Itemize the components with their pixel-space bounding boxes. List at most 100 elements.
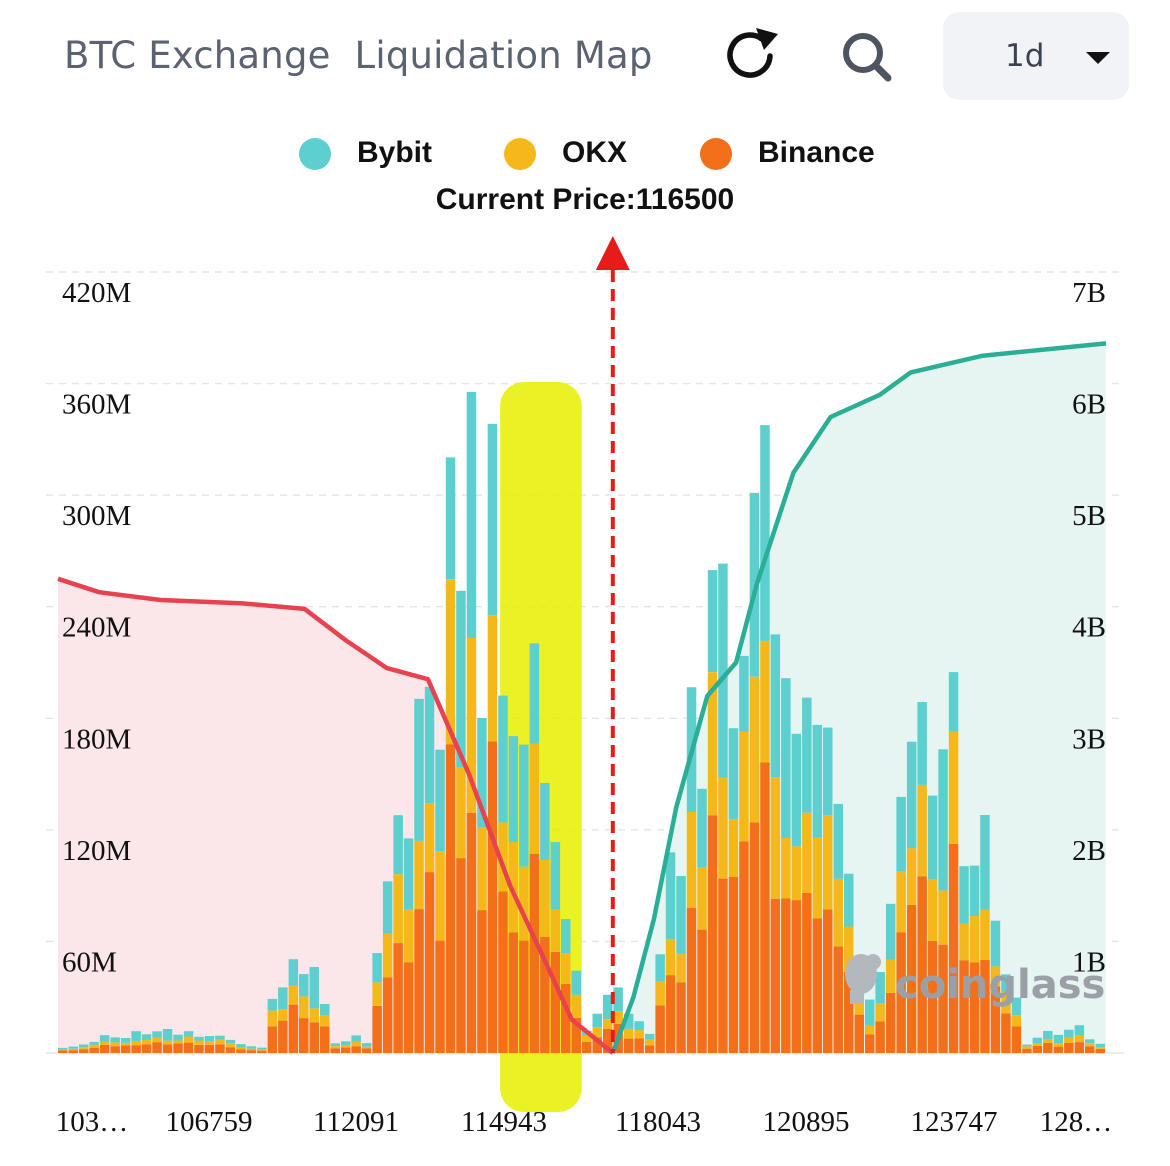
- bybit-bar-segment: [1064, 1029, 1074, 1038]
- current-price-label: Current Price:116500: [435, 183, 735, 216]
- bybit-bar-segment: [697, 788, 707, 868]
- bybit-bar-segment: [1032, 1037, 1043, 1044]
- okx-bar-segment: [969, 916, 980, 963]
- y-right-tick-label: 4B: [1072, 612, 1106, 644]
- okx-bar-segment: [456, 767, 466, 859]
- bybit-bar-segment: [865, 999, 875, 1026]
- y-left-tick-label: 60M: [62, 946, 117, 978]
- bybit-bar-segment: [1022, 1044, 1032, 1047]
- binance-bar-segment: [393, 943, 403, 1053]
- binance-bar-segment: [1011, 1026, 1022, 1053]
- binance-bar-segment: [403, 962, 414, 1053]
- binance-bar-segment: [686, 907, 697, 1053]
- refresh-button[interactable]: [718, 22, 788, 92]
- okx-bar-segment: [749, 676, 760, 823]
- bybit-bar-segment: [1085, 1039, 1095, 1044]
- x-tick-label: 103…: [56, 1106, 129, 1138]
- bybit-bar-segment: [927, 795, 938, 880]
- refresh-icon: [727, 28, 778, 78]
- bybit-bar-segment: [393, 815, 403, 875]
- binance-bar-segment: [519, 940, 529, 1053]
- interval-select[interactable]: 1d: [943, 12, 1129, 100]
- bybit-bar-segment: [833, 803, 843, 879]
- binance-bar-segment: [865, 1034, 875, 1053]
- binance-bar-segment: [655, 1005, 665, 1053]
- bybit-bar-segment: [1011, 997, 1022, 1016]
- binance-bar-segment: [582, 1042, 592, 1053]
- okx-bar-segment: [1053, 1042, 1064, 1047]
- okx-bar-segment: [508, 841, 519, 933]
- okx-bar-segment: [728, 818, 739, 877]
- bybit-bar-segment: [990, 920, 1001, 967]
- binance-bar-segment: [1053, 1046, 1064, 1053]
- okx-dot-icon: [504, 138, 536, 170]
- binance-bar-segment: [194, 1044, 204, 1053]
- binance-bar-segment: [812, 918, 823, 1053]
- okx-bar-segment: [435, 851, 445, 941]
- bybit-bar-segment: [896, 796, 906, 871]
- binance-bar-segment: [1043, 1042, 1053, 1053]
- bybit-bar-segment: [917, 702, 927, 785]
- okx-bar-segment: [152, 1037, 162, 1043]
- okx-bar-segment: [89, 1044, 99, 1048]
- okx-bar-segment: [697, 867, 707, 930]
- bybit-bar-segment: [613, 987, 623, 1012]
- binance-bar-segment: [372, 1005, 382, 1053]
- binance-bar-segment: [739, 841, 749, 1053]
- okx-bar-segment: [466, 638, 477, 813]
- okx-bar-segment: [529, 743, 540, 854]
- bybit-bar-segment: [424, 686, 435, 804]
- bybit-bar-segment: [1043, 1030, 1053, 1040]
- okx-bar-segment: [1095, 1047, 1105, 1049]
- okx-bar-segment: [844, 926, 854, 972]
- bybit-bar-segment: [267, 998, 278, 1011]
- search-button[interactable]: [832, 22, 902, 92]
- bybit-bar-segment: [79, 1044, 89, 1048]
- okx-bar-segment: [382, 933, 393, 978]
- x-axis: 103… 106759 112091 114943 118043 120895 123747…: [56, 1106, 1113, 1138]
- long-cumulative-curve: [57, 576, 615, 1055]
- okx-bar-segment: [760, 640, 770, 763]
- bybit-bar-segment: [508, 736, 519, 842]
- binance-bar-segment: [697, 929, 707, 1053]
- okx-bar-segment: [403, 909, 414, 963]
- binance-bar-segment: [980, 960, 990, 1053]
- bybit-bar-segment: [802, 697, 812, 813]
- binance-bar-segment: [990, 986, 1001, 1053]
- binance-bar-segment: [592, 1037, 602, 1053]
- binance-bar-segment: [550, 951, 561, 1053]
- okx-bar-segment: [833, 878, 843, 947]
- binance-bar-segment: [885, 992, 896, 1053]
- y-right-tick-label: 3B: [1072, 723, 1106, 755]
- binance-bar-segment: [959, 960, 969, 1053]
- binance-bar-segment: [120, 1045, 131, 1053]
- binance-bar-segment: [760, 762, 770, 1053]
- okx-bar-segment: [812, 837, 823, 919]
- okx-bar-segment: [676, 953, 686, 983]
- x-tick-label: 106759: [166, 1106, 253, 1138]
- bybit-bar-segment: [571, 970, 581, 995]
- okx-bar-segment: [1043, 1039, 1053, 1043]
- bybit-bar-segment: [592, 1013, 602, 1028]
- okx-bar-segment: [1022, 1046, 1032, 1049]
- bybit-bar-segment: [540, 783, 550, 860]
- binance-bar-segment: [749, 822, 760, 1053]
- bybit-bar-segment: [204, 1036, 215, 1042]
- okx-bar-segment: [655, 981, 665, 1006]
- binance-bar-segment: [676, 982, 686, 1053]
- okx-bar-segment: [299, 996, 309, 1019]
- okx-bar-segment: [110, 1042, 120, 1047]
- x-tick-label: 112091: [313, 1106, 399, 1138]
- okx-bar-segment: [875, 1003, 885, 1022]
- bybit-dot-icon: [299, 138, 331, 170]
- watermark-text: coinglass: [895, 962, 1105, 1008]
- binance-bar-segment: [938, 944, 948, 1053]
- okx-bar-segment: [781, 838, 791, 899]
- bybit-bar-segment: [603, 994, 613, 1020]
- okx-bar-segment: [194, 1040, 204, 1045]
- bybit-bar-segment: [875, 972, 885, 1004]
- binance-bar-segment: [854, 1014, 864, 1053]
- y-right-tick-label: 6B: [1072, 389, 1106, 421]
- okx-bar-segment: [58, 1049, 68, 1051]
- okx-bar-segment: [770, 777, 781, 899]
